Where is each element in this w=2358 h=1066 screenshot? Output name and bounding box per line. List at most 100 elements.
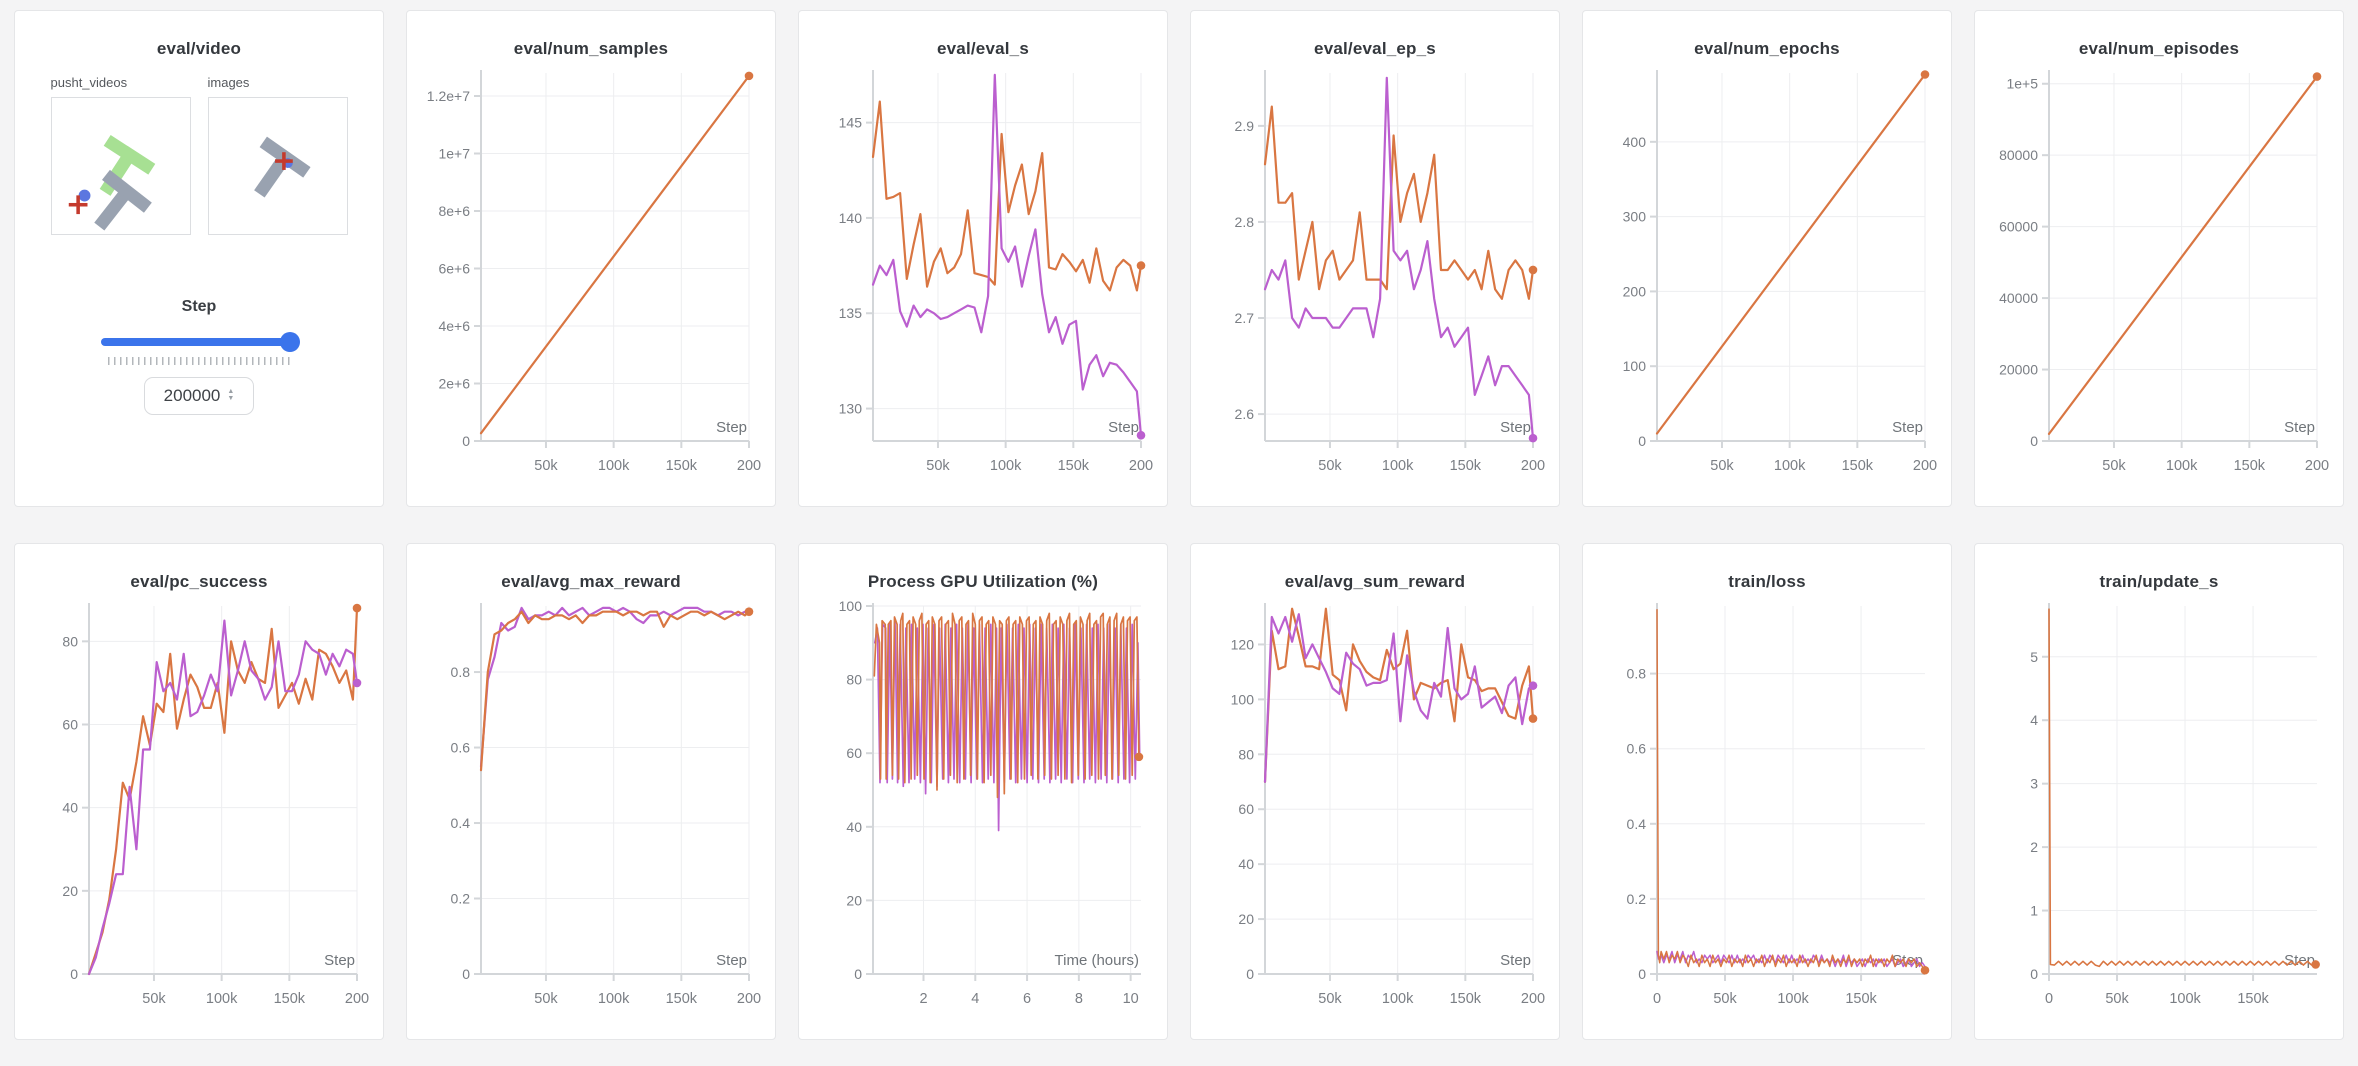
svg-text:145: 145 xyxy=(839,115,863,131)
slider-tick-ruler xyxy=(108,357,290,365)
chart-title: eval/num_episodes xyxy=(2078,39,2240,58)
chart-title: eval/pc_success xyxy=(130,572,268,591)
panel-eval-pc-success: eval/pc_success 50k 100k 150k 200 0 20 40 60 80 S… xyxy=(14,543,384,1040)
svg-text:0: 0 xyxy=(1638,433,1646,449)
spinner-down-icon[interactable]: ▼ xyxy=(227,395,235,402)
svg-text:2: 2 xyxy=(919,991,927,1007)
svg-text:120: 120 xyxy=(1231,636,1255,652)
svg-text:60: 60 xyxy=(1238,801,1254,817)
svg-text:200: 200 xyxy=(737,991,761,1007)
chart-plot[interactable]: 50k 100k 150k 200 0 100 200 300 400 Step xyxy=(1593,63,1941,487)
svg-text:0.8: 0.8 xyxy=(1627,666,1647,682)
svg-text:0.4: 0.4 xyxy=(1627,816,1647,832)
svg-text:40: 40 xyxy=(62,800,78,816)
svg-text:0: 0 xyxy=(462,966,470,982)
panel-eval-num-epochs: eval/num_epochs 50k 100k 150k 200 0 100 200 300… xyxy=(1582,10,1952,507)
svg-text:2.7: 2.7 xyxy=(1235,310,1255,326)
svg-text:50k: 50k xyxy=(1713,991,1737,1007)
svg-text:60: 60 xyxy=(62,717,78,733)
chart-title: eval/eval_s xyxy=(936,39,1029,58)
svg-text:20: 20 xyxy=(62,883,78,899)
panel-title: eval/video xyxy=(156,39,242,58)
svg-text:100k: 100k xyxy=(206,991,238,1007)
svg-text:20000: 20000 xyxy=(1999,362,2038,378)
svg-text:50k: 50k xyxy=(534,458,558,474)
chart-plot[interactable]: 50k 100k 150k 200 130 135 140 145 Step xyxy=(809,63,1157,487)
slider-thumb[interactable] xyxy=(280,332,300,352)
svg-text:200: 200 xyxy=(1521,458,1545,474)
svg-text:0: 0 xyxy=(1653,991,1661,1007)
pusht-videos-thumbnail[interactable] xyxy=(50,97,191,235)
chart-plot[interactable]: 50k 100k 150k 200 2.6 2.7 2.8 2.9 Step xyxy=(1201,63,1549,487)
svg-text:Step: Step xyxy=(2284,419,2315,436)
svg-text:50k: 50k xyxy=(1318,991,1342,1007)
svg-text:200: 200 xyxy=(1913,458,1937,474)
svg-text:Step: Step xyxy=(716,952,747,969)
svg-text:50k: 50k xyxy=(926,458,950,474)
slider-track[interactable] xyxy=(101,338,297,346)
svg-text:2.8: 2.8 xyxy=(1235,214,1255,230)
chart-plot[interactable]: 50k 100k 150k 200 0 0.2 0.4 0.6 0.8 Step xyxy=(417,596,765,1020)
svg-text:100k: 100k xyxy=(1777,991,1809,1007)
panel-train-update-s: train/update_s 0 50k 100k 150k 0 1 2 3 4 5 Step xyxy=(1974,543,2344,1040)
svg-text:200: 200 xyxy=(737,458,761,474)
svg-text:6e+6: 6e+6 xyxy=(438,261,470,277)
svg-text:Step: Step xyxy=(716,419,747,436)
stepper-icons: ▲ ▼ xyxy=(227,388,235,403)
svg-text:Step: Step xyxy=(1108,419,1139,436)
svg-text:0: 0 xyxy=(2030,966,2038,982)
images-thumbnail[interactable] xyxy=(207,97,348,235)
svg-text:100k: 100k xyxy=(990,458,1022,474)
svg-text:140: 140 xyxy=(839,210,863,226)
svg-text:4: 4 xyxy=(2030,712,2038,728)
chart-plot[interactable]: 50k 100k 150k 200 0 2e+6 4e+6 6e+6 8e+6 1e+7 1.2e+… xyxy=(417,63,765,487)
chart-plot[interactable]: 50k 100k 150k 200 0 20 40 60 80 Step xyxy=(25,596,373,1020)
panel-eval-eval-s: eval/eval_s 50k 100k 150k 200 130 135 140 145 St… xyxy=(798,10,1168,507)
svg-text:40: 40 xyxy=(846,819,862,835)
svg-text:4: 4 xyxy=(971,991,979,1007)
svg-text:0.2: 0.2 xyxy=(1627,891,1647,907)
panel-eval-num-episodes: eval/num_episodes 50k 100k 150k 200 0 20000 40… xyxy=(1974,10,2344,507)
svg-text:8e+6: 8e+6 xyxy=(438,203,470,219)
svg-text:1e+7: 1e+7 xyxy=(438,146,470,162)
svg-text:60000: 60000 xyxy=(1999,219,2038,235)
svg-text:8: 8 xyxy=(1075,991,1083,1007)
svg-text:Step: Step xyxy=(1892,419,1923,436)
svg-text:100k: 100k xyxy=(598,991,630,1007)
chart-title: eval/num_epochs xyxy=(1694,39,1840,58)
panel-eval-avg-sum-reward: eval/avg_sum_reward 50k 100k 150k 200 0 20 40 6… xyxy=(1190,543,1560,1040)
step-slider-heading: Step xyxy=(181,298,217,315)
svg-text:150k: 150k xyxy=(666,991,698,1007)
chart-title: eval/eval_ep_s xyxy=(1314,39,1436,58)
step-value[interactable]: 200000 xyxy=(163,386,221,405)
svg-text:50k: 50k xyxy=(142,991,166,1007)
media-columns: pusht_videos xyxy=(25,75,373,240)
svg-text:0.6: 0.6 xyxy=(451,740,471,756)
chart-plot[interactable]: 50k 100k 150k 200 0 20000 40000 60000 80000 1e+5 S… xyxy=(1985,63,2333,487)
step-slider[interactable] xyxy=(101,332,300,352)
svg-text:40: 40 xyxy=(1238,856,1254,872)
svg-text:135: 135 xyxy=(839,305,863,321)
svg-text:150k: 150k xyxy=(1058,458,1090,474)
svg-text:20: 20 xyxy=(846,892,862,908)
chart-title: train/update_s xyxy=(2099,572,2219,591)
svg-text:10: 10 xyxy=(1123,991,1139,1007)
spinner-up-icon[interactable]: ▲ xyxy=(227,388,235,395)
svg-text:0: 0 xyxy=(462,433,470,449)
chart-plot[interactable]: 50k 100k 150k 200 0 20 40 60 80 100 120 Step xyxy=(1201,596,1549,1020)
svg-text:0.4: 0.4 xyxy=(451,815,471,831)
svg-text:150k: 150k xyxy=(1845,991,1877,1007)
svg-text:0: 0 xyxy=(2030,433,2038,449)
svg-text:200: 200 xyxy=(345,991,369,1007)
chart-title: eval/num_samples xyxy=(513,39,669,58)
chart-plot[interactable]: 0 50k 100k 150k 0 1 2 3 4 5 Step xyxy=(1985,596,2333,1020)
step-input[interactable]: 200000 ▲ ▼ xyxy=(144,377,254,415)
svg-text:Step: Step xyxy=(2284,952,2315,969)
panel-eval-video: eval/video pusht_videos xyxy=(14,10,384,507)
svg-text:2.9: 2.9 xyxy=(1235,118,1255,134)
svg-text:50k: 50k xyxy=(2105,991,2129,1007)
svg-text:3: 3 xyxy=(2030,776,2038,792)
